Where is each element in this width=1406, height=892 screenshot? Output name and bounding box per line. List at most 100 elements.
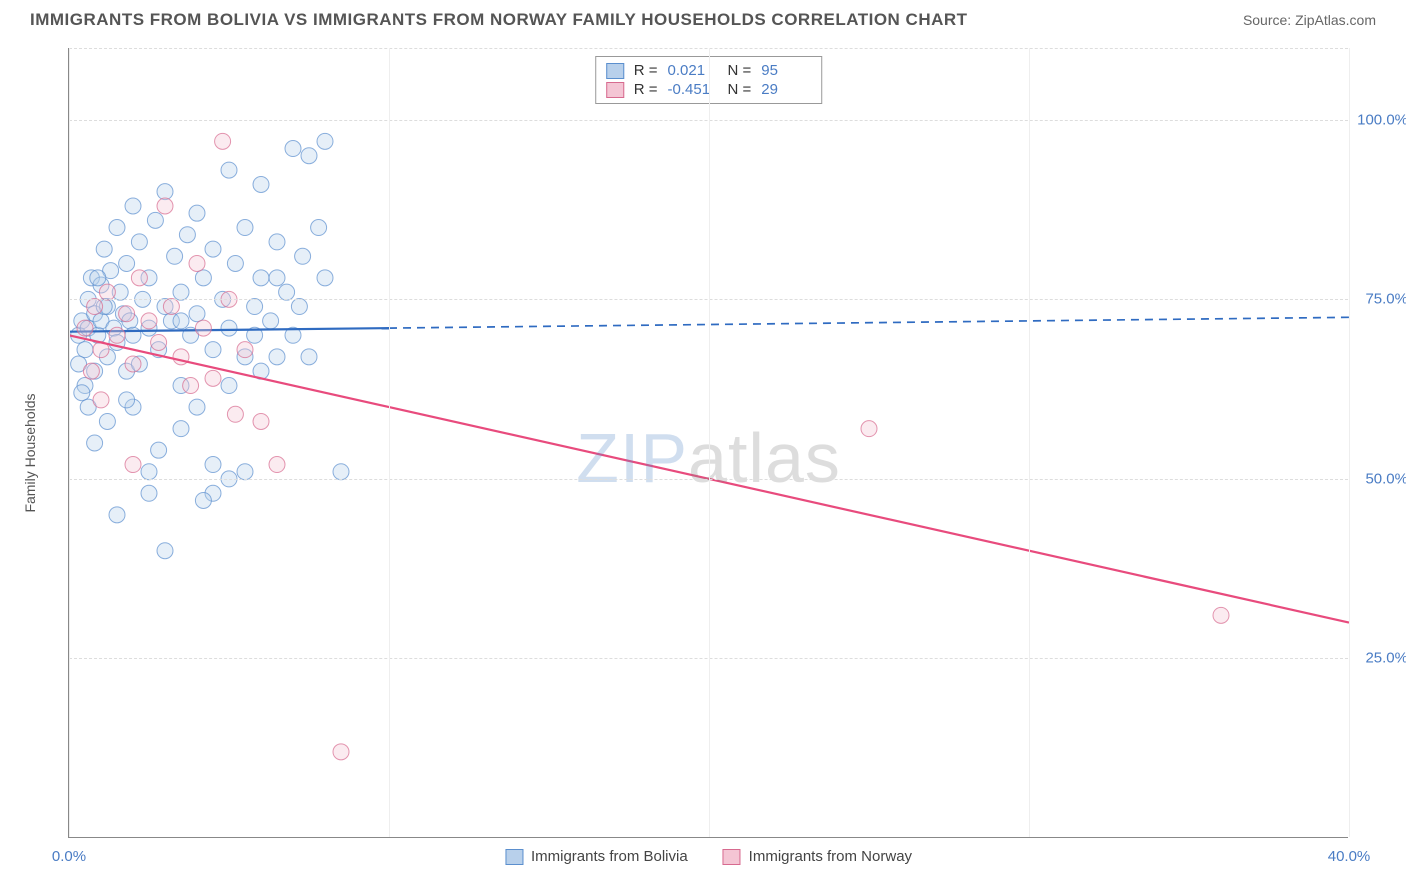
chart-title: IMMIGRANTS FROM BOLIVIA VS IMMIGRANTS FR… [30,10,968,30]
stat-n-value: 95 [761,62,811,79]
scatter-point [221,162,237,178]
x-tick: 40.0% [1328,848,1371,865]
legend-item: Immigrants from Norway [723,848,912,865]
scatter-point [227,255,243,271]
scatter-point [253,413,269,429]
stat-r-label: R = [634,62,658,79]
scatter-point [291,299,307,315]
scatter-point [173,421,189,437]
scatter-point [189,255,205,271]
scatter-point [125,356,141,372]
scatter-point [96,241,112,257]
scatter-point [157,184,173,200]
scatter-point [119,306,135,322]
scatter-point [221,378,237,394]
scatter-point [179,227,195,243]
scatter-point [295,248,311,264]
scatter-point [83,363,99,379]
scatter-point [109,220,125,236]
scatter-point [253,270,269,286]
scatter-point [183,378,199,394]
scatter-point [141,464,157,480]
y-tick: 50.0% [1365,470,1406,487]
scatter-point [205,457,221,473]
scatter-point [173,284,189,300]
scatter-point [109,507,125,523]
scatter-point [285,141,301,157]
scatter-point [227,406,243,422]
scatter-point [141,485,157,501]
scatter-point [119,255,135,271]
scatter-point [90,270,106,286]
scatter-point [189,205,205,221]
scatter-point [141,313,157,329]
stat-r-value: -0.451 [668,81,718,98]
source-label: Source: ZipAtlas.com [1243,12,1376,28]
scatter-point [317,133,333,149]
scatter-point [237,464,253,480]
scatter-point [247,299,263,315]
scatter-point [167,248,183,264]
legend-label: Immigrants from Norway [749,848,912,865]
y-tick: 75.0% [1365,291,1406,308]
scatter-point [195,320,211,336]
scatter-point [151,334,167,350]
scatter-point [87,299,103,315]
stat-r-label: R = [634,81,658,98]
scatter-point [263,313,279,329]
swatch-icon [505,849,523,865]
scatter-point [157,543,173,559]
stat-r-value: 0.021 [668,62,718,79]
scatter-point [237,342,253,358]
scatter-point [195,270,211,286]
scatter-point [99,284,115,300]
scatter-point [195,492,211,508]
scatter-point [333,464,349,480]
scatter-point [125,457,141,473]
scatter-point [125,327,141,343]
scatter-point [157,198,173,214]
scatter-point [109,327,125,343]
scatter-point [205,342,221,358]
scatter-point [269,234,285,250]
scatter-point [301,349,317,365]
scatter-point [269,457,285,473]
stat-n-label: N = [728,62,752,79]
scatter-point [269,349,285,365]
scatter-point [311,220,327,236]
scatter-point [205,241,221,257]
scatter-point [205,370,221,386]
swatch-icon [606,63,624,79]
scatter-point [279,284,295,300]
scatter-point [87,435,103,451]
trend-line-dashed [389,317,1349,328]
scatter-point [253,176,269,192]
scatter-point [333,744,349,760]
scatter-point [77,342,93,358]
plot-box: ZIPatlas R = 0.021 N = 95 R = -0.451 N =… [68,48,1348,838]
scatter-point [215,133,231,149]
scatter-point [1213,607,1229,623]
scatter-point [77,320,93,336]
scatter-point [189,306,205,322]
swatch-icon [723,849,741,865]
scatter-point [131,234,147,250]
scatter-point [74,385,90,401]
scatter-point [237,220,253,236]
scatter-point [147,212,163,228]
stat-n-label: N = [728,81,752,98]
x-tick: 0.0% [52,848,86,865]
swatch-icon [606,82,624,98]
scatter-point [93,392,109,408]
legend-item: Immigrants from Bolivia [505,848,688,865]
scatter-point [131,270,147,286]
header: IMMIGRANTS FROM BOLIVIA VS IMMIGRANTS FR… [20,10,1386,38]
y-tick: 100.0% [1357,111,1406,128]
scatter-point [173,313,189,329]
scatter-point [119,392,135,408]
legend-label: Immigrants from Bolivia [531,848,688,865]
scatter-point [269,270,285,286]
scatter-point [125,198,141,214]
y-axis-label: Family Households [22,393,38,512]
stat-n-value: 29 [761,81,811,98]
